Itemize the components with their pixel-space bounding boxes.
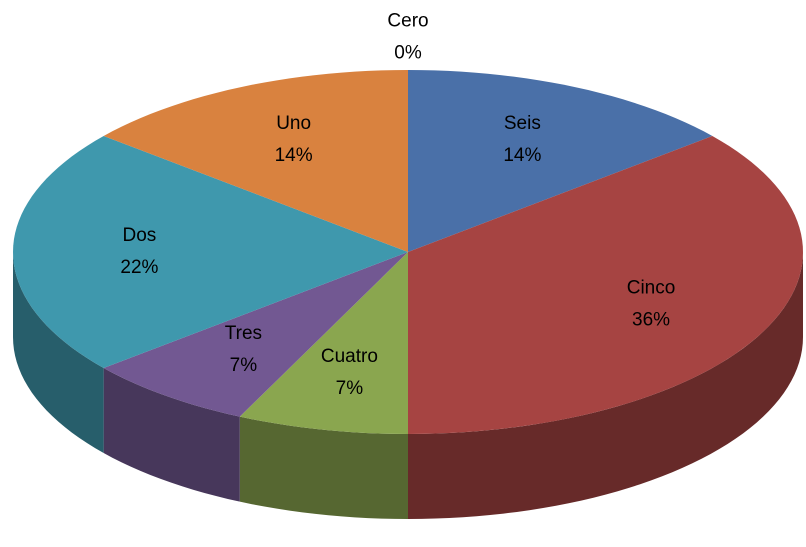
pie-slice-side (408, 252, 803, 519)
slice-label-value: 22% (120, 257, 158, 278)
slice-label-value: 7% (336, 378, 364, 399)
slice-label-name: Cinco (627, 278, 676, 299)
slice-label-name: Dos (123, 225, 157, 246)
slice-label-value: 36% (632, 310, 670, 331)
slice-label-name: Tres (225, 323, 262, 344)
slice-label-value: 14% (503, 145, 541, 166)
slice-label-name: Uno (276, 113, 311, 134)
slice-label-name: Cero (387, 10, 428, 31)
pie-slice (103, 252, 408, 417)
slice-label-value: 14% (275, 145, 313, 166)
slice-label-value: 7% (230, 355, 258, 376)
slice-label-value: 0% (394, 42, 422, 63)
pie-slice-side (103, 368, 240, 502)
pie-tops (13, 70, 803, 434)
slice-label-name: Cuatro (321, 346, 378, 367)
pie-slice (103, 70, 408, 252)
pie-slice (408, 70, 713, 252)
slice-label-name: Seis (504, 113, 541, 134)
pie-sides (13, 252, 803, 519)
pie-labels: Seis 14% Cinco 36% Cuatro 7% Tres 7% Dos 22% Uno 14… (120, 10, 675, 399)
pie-slice-side (13, 252, 104, 454)
pie-slice (239, 252, 408, 434)
pie-slice (13, 135, 408, 369)
pie-slice-side (239, 416, 408, 519)
pie-slice (408, 135, 803, 434)
